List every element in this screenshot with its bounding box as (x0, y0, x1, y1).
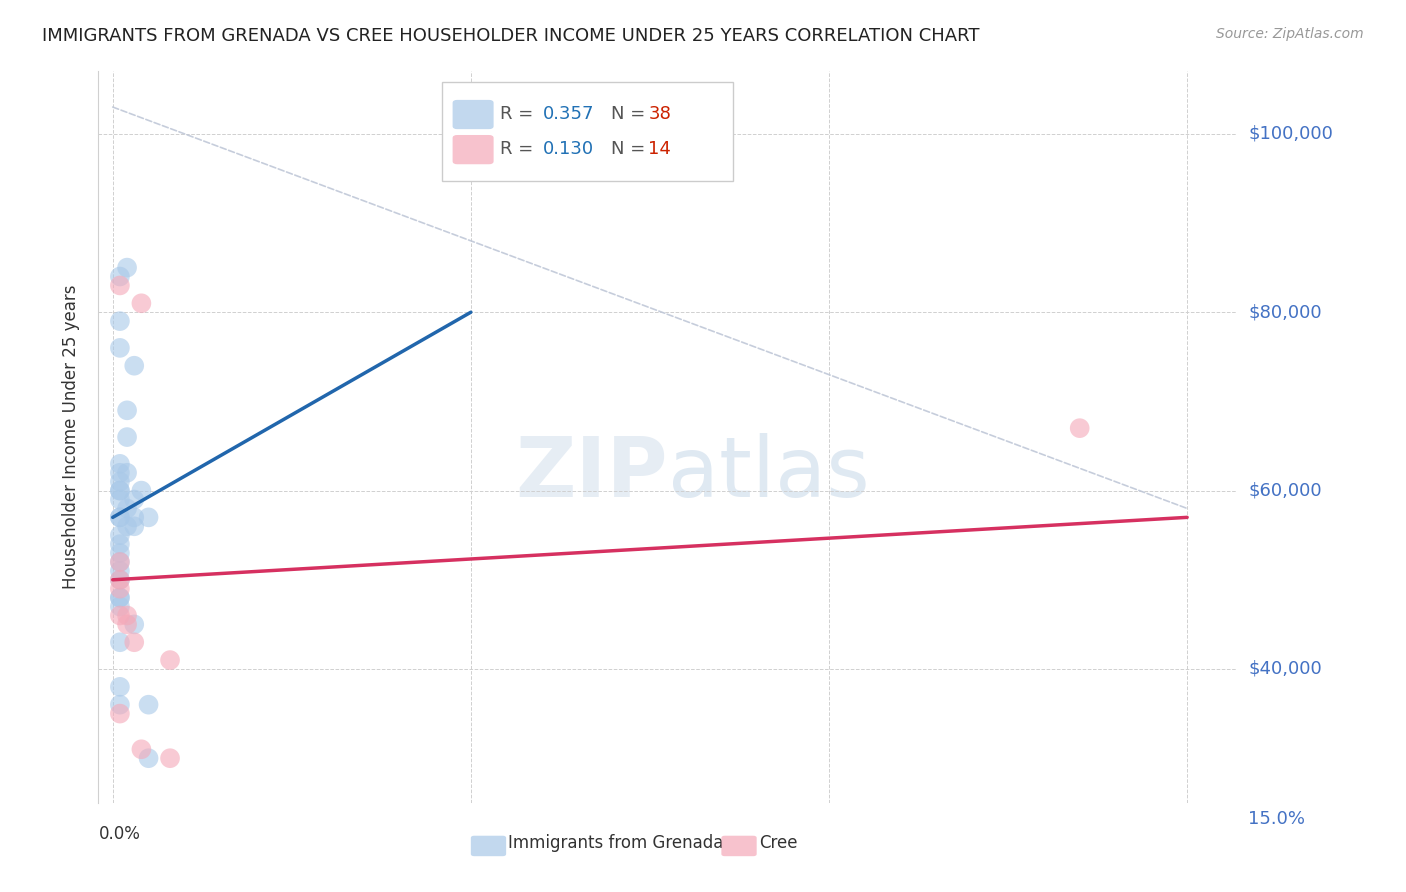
Text: 0.0%: 0.0% (98, 825, 141, 843)
Point (108, 555, 131, 569)
Point (108, 599, 131, 614)
Text: ZIP: ZIP (516, 434, 668, 514)
Text: 0.130: 0.130 (543, 140, 593, 158)
Text: $40,000: $40,000 (1249, 660, 1322, 678)
Point (108, 314, 131, 328)
Text: $100,000: $100,000 (1249, 125, 1333, 143)
Text: N =: N = (612, 140, 651, 158)
Point (159, 751, 181, 765)
Text: atlas: atlas (668, 434, 869, 514)
Point (108, 483, 131, 498)
Point (108, 564, 131, 578)
Text: 38: 38 (648, 104, 671, 123)
Point (108, 591, 131, 605)
Point (159, 653, 181, 667)
Point (108, 483, 131, 498)
Point (122, 519, 145, 533)
Point (108, 528, 131, 542)
FancyBboxPatch shape (471, 836, 506, 856)
Point (108, 573, 131, 587)
Point (108, 475, 131, 489)
FancyBboxPatch shape (721, 836, 756, 856)
Point (115, 617, 138, 632)
Point (108, 457, 131, 471)
Point (108, 510, 131, 524)
Point (108, 706, 131, 721)
Point (115, 519, 138, 533)
Point (122, 635, 145, 649)
Text: Source: ZipAtlas.com: Source: ZipAtlas.com (1216, 27, 1364, 41)
Text: IMMIGRANTS FROM GRENADA VS CREE HOUSEHOLDER INCOME UNDER 25 YEARS CORRELATION CH: IMMIGRANTS FROM GRENADA VS CREE HOUSEHOL… (42, 27, 980, 45)
Point (138, 510, 160, 524)
FancyBboxPatch shape (443, 82, 733, 181)
Point (115, 466, 138, 480)
Point (138, 751, 160, 765)
Point (108, 278, 131, 293)
Point (115, 430, 138, 444)
Text: Immigrants from Grenada: Immigrants from Grenada (509, 834, 724, 852)
Y-axis label: Householder Income Under 25 years: Householder Income Under 25 years (62, 285, 80, 590)
Point (108, 537, 131, 551)
Point (108, 698, 131, 712)
Text: Cree: Cree (759, 834, 797, 852)
FancyBboxPatch shape (453, 135, 494, 164)
Text: 14: 14 (648, 140, 671, 158)
Point (108, 555, 131, 569)
Point (108, 341, 131, 355)
Point (108, 492, 131, 507)
Point (131, 483, 153, 498)
Point (115, 260, 138, 275)
Point (108, 573, 131, 587)
Point (108, 466, 131, 480)
Point (115, 608, 138, 623)
Point (108, 546, 131, 560)
Text: R =: R = (501, 140, 540, 158)
Text: $60,000: $60,000 (1249, 482, 1322, 500)
Point (108, 269, 131, 284)
Text: R =: R = (501, 104, 540, 123)
FancyBboxPatch shape (453, 100, 494, 129)
Point (122, 492, 145, 507)
Point (122, 617, 145, 632)
Point (131, 742, 153, 756)
Point (108, 680, 131, 694)
Point (108, 510, 131, 524)
Point (138, 698, 160, 712)
Point (115, 403, 138, 417)
Point (131, 296, 153, 310)
Point (122, 510, 145, 524)
Point (122, 359, 145, 373)
Point (108, 608, 131, 623)
Text: 15.0%: 15.0% (1249, 810, 1305, 828)
Text: N =: N = (612, 104, 651, 123)
Point (1069, 421, 1091, 435)
Point (108, 635, 131, 649)
Point (115, 501, 138, 516)
Text: 0.357: 0.357 (543, 104, 595, 123)
Text: $80,000: $80,000 (1249, 303, 1322, 321)
Point (108, 591, 131, 605)
Point (108, 582, 131, 596)
